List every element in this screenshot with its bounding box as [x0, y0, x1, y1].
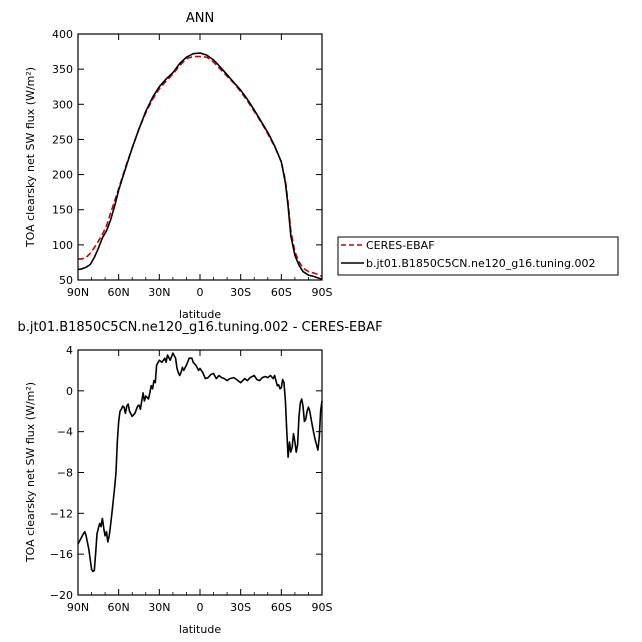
chart2-y-tick-label: 0 [66, 385, 73, 398]
chart2-ticks: 90N 60N 30N 0 30S 60S 90S 4 0 −4 −8 −12 −16 −20 [50, 344, 333, 614]
legend-box [337, 236, 619, 276]
chart1-y-tick-label: 250 [52, 133, 73, 146]
chart2-x-axis-label: latitude [179, 623, 221, 636]
chart2-x-tick-label: 60N [108, 601, 130, 614]
chart2-x-tick-label: 90N [67, 601, 89, 614]
annual-mean-chart: ANN 90N 60N 30N 0 30S 60S 90S 50 100 150 200 250 300… [24, 11, 619, 321]
legend-label-ceres-ebaf: CERES-EBAF [366, 239, 435, 252]
chart1-legend: CERES-EBAF b.jt01.B1850C5CN.ne120_g16.tu… [337, 236, 619, 276]
chart2-x-tick-label: 90S [312, 601, 333, 614]
chart2-x-tick-label: 30N [148, 601, 170, 614]
chart1-x-tick-label: 0 [197, 286, 204, 299]
chart2-y-tick-label: 4 [66, 344, 73, 357]
chart2-series [77, 352, 323, 573]
chart1-series [77, 52, 323, 281]
chart2-y-tick-label: −8 [57, 467, 73, 480]
chart2-series-1-line [77, 352, 323, 573]
chart2-y-tick-label: −12 [50, 507, 73, 520]
chart1-series-1-line [78, 55, 323, 278]
chart1-x-tick-label: 30N [148, 286, 170, 299]
chart1-x-axis-label: latitude [179, 308, 221, 321]
legend-label-model: b.jt01.B1850C5CN.ne120_g16.tuning.002 [366, 257, 595, 270]
chart2-y-tick-label: −16 [50, 548, 73, 561]
chart1-y-tick-label: 50 [59, 274, 73, 287]
chart1-ticks: 90N 60N 30N 0 30S 60S 90S 50 100 150 200 250 300 350 4… [52, 28, 333, 299]
chart1-series-2-line [77, 52, 323, 281]
chart1-x-tick-label: 60S [271, 286, 292, 299]
chart1-x-tick-label: 60N [108, 286, 130, 299]
chart2-y-tick-label: −20 [50, 589, 73, 602]
chart1-y-tick-label: 300 [52, 98, 73, 111]
chart2-x-tick-label: 30S [230, 601, 251, 614]
chart1-frame [77, 33, 323, 281]
chart1-y-tick-label: 400 [52, 28, 73, 41]
chart2-x-tick-label: 60S [271, 601, 292, 614]
chart1-y-tick-label: 350 [52, 63, 73, 76]
difference-chart: b.jt01.B1850C5CN.ne120_g16.tuning.002 - … [17, 320, 382, 636]
chart1-title: ANN [186, 11, 214, 26]
chart2-y-tick-label: −4 [57, 426, 73, 439]
chart2-frame [77, 349, 323, 596]
chart1-x-tick-label: 90S [312, 286, 333, 299]
chart1-y-axis-label: TOA clearsky net SW flux (W/m²) [24, 67, 37, 248]
chart2-title: b.jt01.B1850C5CN.ne120_g16.tuning.002 - … [17, 320, 382, 335]
chart1-y-tick-label: 150 [52, 204, 73, 217]
chart2-x-tick-label: 0 [197, 601, 204, 614]
chart1-x-tick-label: 90N [67, 286, 89, 299]
chart1-x-tick-label: 30S [230, 286, 251, 299]
chart1-y-tick-label: 100 [52, 239, 73, 252]
chart1-y-tick-label: 200 [52, 169, 73, 182]
chart2-y-axis-label: TOA clearsky net SW flux (W/m²) [24, 382, 37, 563]
